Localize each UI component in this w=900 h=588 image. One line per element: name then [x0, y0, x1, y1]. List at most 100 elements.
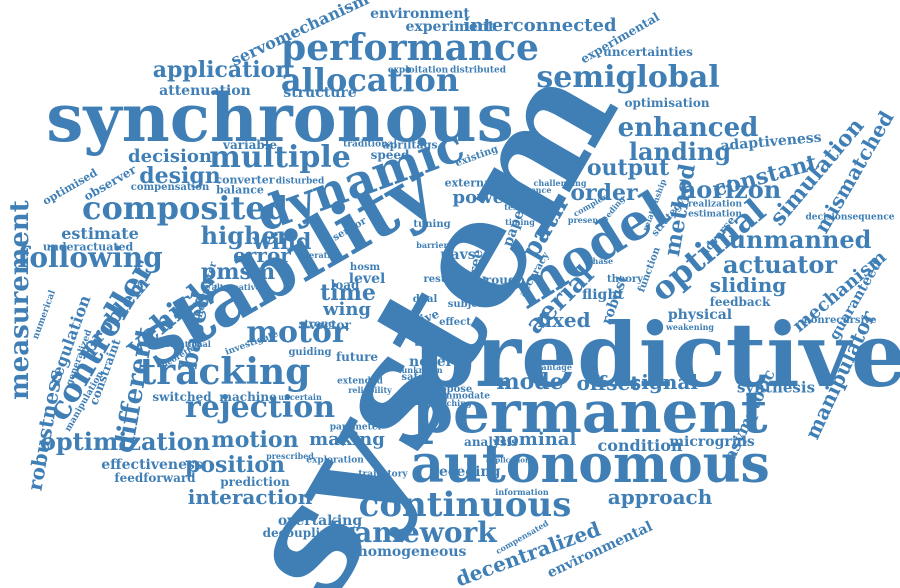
cloud-word: receding [431, 464, 501, 480]
cloud-word: alternative [211, 282, 261, 292]
cloud-word: physical [667, 307, 733, 323]
cloud-word: analysis [464, 435, 518, 449]
cloud-word: weakening [665, 322, 715, 332]
cloud-word: strong [298, 319, 336, 330]
cloud-word: prediction [220, 475, 290, 489]
cloud-word: error [233, 243, 291, 267]
cloud-word: uavs [440, 247, 476, 263]
cloud-word: semiglobal [536, 60, 720, 95]
cloud-word: switching [428, 398, 472, 408]
cloud-word: position [185, 452, 285, 478]
cloud-word: tuning [413, 219, 451, 230]
cloud-word: load [330, 278, 360, 292]
cloud-word: allocation [280, 61, 460, 99]
cloud-word: distributed [449, 65, 507, 76]
cloud-word: nominal [493, 429, 577, 450]
cloud-word: decision [128, 146, 212, 167]
cloud-word: switched [152, 390, 212, 404]
cloud-word: uncertainties [603, 45, 693, 59]
cloud-word: unknown [401, 365, 443, 375]
cloud-word: decisionsequence [805, 212, 895, 223]
cloud-word: parameter [329, 422, 383, 433]
cloud-word: enhanced [617, 113, 759, 143]
cloud-word: framework [327, 516, 497, 549]
cloud-word: applications [485, 455, 535, 465]
cloud-word: level [348, 271, 386, 287]
cloud-word: predictive [413, 303, 900, 407]
cloud-word: trajectory [358, 469, 408, 480]
cloud-word: rough [484, 273, 526, 287]
cloud-word: application [152, 57, 292, 83]
cloud-word: safety [401, 372, 435, 383]
cloud-word: offset [576, 371, 640, 395]
cloud-word: interconnected [463, 15, 617, 36]
cloud-word: traditional [343, 139, 397, 150]
cloud-word: rejection [184, 390, 336, 425]
cloud-word: prescribed [266, 451, 314, 461]
cloud-word: realization [687, 199, 743, 210]
cloud-word: compensation [130, 182, 210, 193]
cloud-word: environment [370, 6, 470, 22]
cloud-word: reliability [348, 385, 392, 395]
cloud-word: effectiveness [101, 457, 203, 473]
cloud-word: exploitation [387, 65, 449, 76]
cloud-word: estimation [688, 209, 742, 220]
cloud-word: overtaking [277, 513, 363, 529]
cloud-word: tracking [139, 351, 311, 393]
cloud-word: synthesis [736, 378, 816, 397]
cloud-word: performance [281, 27, 539, 69]
cloud-word: numerical [31, 289, 58, 341]
cloud-word: order [570, 180, 638, 206]
cloud-word: unmanned [728, 225, 872, 254]
cloud-word: operating [298, 250, 342, 260]
cloud-word: nonrecursive [803, 315, 877, 326]
cloud-word: autonomous [410, 434, 770, 495]
cloud-word: attenuation [159, 83, 251, 99]
cloud-word: propose [427, 384, 473, 395]
cloud-word: underactuated [42, 240, 134, 254]
cloud-word: measurement [5, 200, 35, 400]
cloud-word: testing [504, 202, 536, 212]
cloud-word: flight [582, 287, 624, 303]
cloud-word: uncertain [278, 392, 322, 402]
cloud-word: estimate [61, 224, 139, 243]
cloud-word: feedforward [114, 471, 196, 485]
cloud-word: accommodate [420, 391, 490, 402]
cloud-word: extended [337, 376, 383, 387]
cloud-word: landing [628, 137, 732, 166]
cloud-word: apriltags [382, 138, 438, 152]
cloud-word: signal [630, 370, 698, 394]
cloud-word: interaction [187, 485, 313, 509]
cloud-word: converter [215, 173, 275, 187]
cloud-word: microgrids [669, 434, 755, 450]
cloud-word: following [17, 241, 163, 274]
cloud-word: information [495, 487, 549, 497]
cloud-word: presence [567, 215, 609, 225]
cloud-word: subject [447, 299, 489, 310]
cloud-word: experiment [405, 19, 495, 35]
cloud-word: effect [439, 317, 471, 328]
cloud-word: timing [505, 217, 535, 227]
cloud-word: field [452, 275, 488, 291]
cloud-word: output [586, 155, 670, 181]
cloud-word: power [452, 187, 514, 208]
cloud-word: speed [370, 148, 410, 162]
cloud-word: decoupling [262, 526, 338, 540]
cloud-word: hosm [349, 262, 381, 273]
cloud-word: theory [606, 274, 644, 285]
cloud-word: motion [211, 427, 299, 453]
cloud-word: challenging [533, 178, 587, 188]
cloud-word: external [444, 176, 496, 190]
cloud-word: multiple [209, 140, 351, 175]
cloud-word: synchronous [46, 79, 514, 157]
cloud-word: future [335, 350, 379, 364]
cloud-word: guiding [288, 347, 332, 358]
cloud-word: homogeneous [357, 544, 467, 560]
cloud-word: balance [216, 183, 264, 197]
cloud-word: result [423, 274, 457, 285]
cloud-word: feedback [709, 295, 771, 309]
cloud-word: vision [473, 291, 507, 302]
cloud-word: approach [607, 485, 713, 509]
cloud-word: composited [81, 189, 289, 227]
cloud-word: disturbed [275, 176, 325, 187]
